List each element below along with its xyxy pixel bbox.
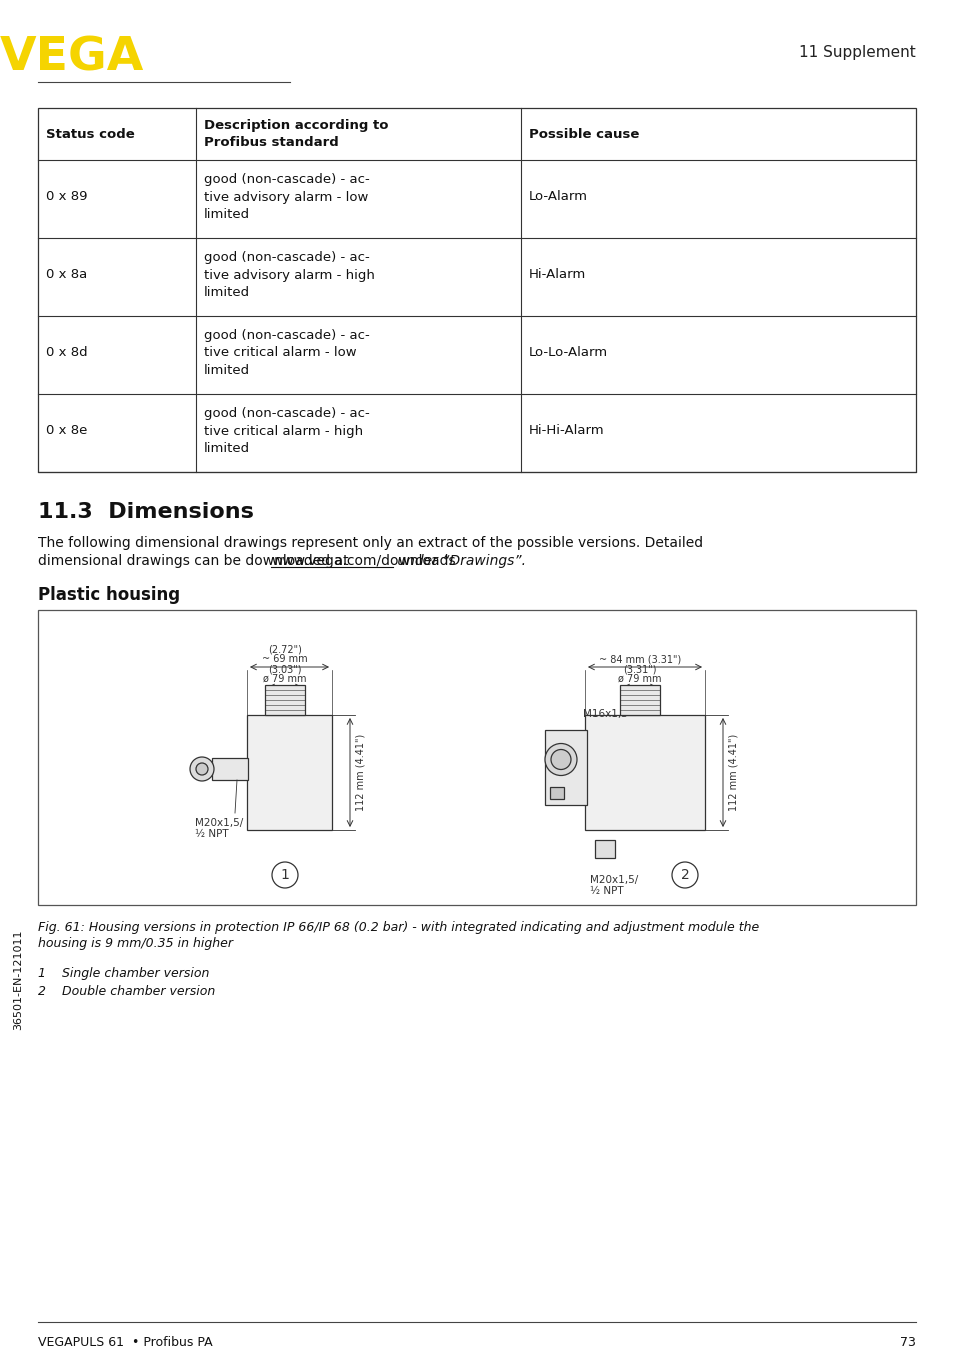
Text: VEGAPULS 61  • Profibus PA: VEGAPULS 61 • Profibus PA [38,1336,213,1349]
Text: 2: 2 [679,868,689,881]
Text: housing is 9 mm/0.35 in higher: housing is 9 mm/0.35 in higher [38,937,233,951]
Text: 1: 1 [280,868,289,881]
Bar [584,715,704,830]
Text: 112 mm (4.41"): 112 mm (4.41") [355,734,366,811]
Text: Description according to
Profibus standard: Description according to Profibus standa… [204,119,388,149]
Circle shape [195,764,208,774]
Text: Possible cause: Possible cause [528,127,639,141]
Text: 2    Double chamber version: 2 Double chamber version [38,984,215,998]
Bar [550,787,563,799]
Circle shape [272,862,297,888]
Text: ½ NPT: ½ NPT [194,829,229,839]
Text: good (non-cascade) - ac-
tive critical alarm - low
limited: good (non-cascade) - ac- tive critical a… [204,329,370,376]
Text: M16x1,5: M16x1,5 [582,709,627,719]
Text: (2.72"): (2.72") [268,645,301,655]
Text: 36501-EN-121011: 36501-EN-121011 [13,930,23,1030]
Text: 0 x 8e: 0 x 8e [46,425,88,437]
Text: M20x1,5/: M20x1,5/ [194,818,243,829]
Text: 11 Supplement: 11 Supplement [799,45,915,60]
Circle shape [544,743,577,776]
Bar [38,611,915,904]
Text: 0 x 8a: 0 x 8a [46,268,87,282]
Text: The following dimensional drawings represent only an extract of the possible ver: The following dimensional drawings repre… [38,536,702,550]
Bar [619,685,659,715]
Bar [212,758,248,780]
Text: dimensional drawings can be downloaded at: dimensional drawings can be downloaded a… [38,554,353,567]
Bar [265,685,305,715]
Text: (3.31"): (3.31") [622,665,656,676]
Text: ~ 84 mm (3.31"): ~ 84 mm (3.31") [598,654,680,663]
Circle shape [190,757,213,781]
Circle shape [551,750,571,769]
Text: good (non-cascade) - ac-
tive advisory alarm - low
limited: good (non-cascade) - ac- tive advisory a… [204,173,370,221]
Text: Hi-Alarm: Hi-Alarm [528,268,585,282]
Bar [595,839,615,858]
Text: www.vega.com/downloads: www.vega.com/downloads [271,554,456,567]
Text: ø 79 mm: ø 79 mm [263,674,307,684]
Text: good (non-cascade) - ac-
tive critical alarm - high
limited: good (non-cascade) - ac- tive critical a… [204,408,370,455]
Text: Plastic housing: Plastic housing [38,586,180,604]
Text: ø 79 mm: ø 79 mm [618,674,661,684]
Text: ~ 69 mm: ~ 69 mm [262,654,308,663]
Text: 0 x 8d: 0 x 8d [46,347,88,360]
Bar [544,730,586,806]
Text: 0 x 89: 0 x 89 [46,191,88,203]
Text: (3.03"): (3.03") [268,665,301,676]
Text: Fig. 61: Housing versions in protection IP 66/IP 68 (0.2 bar) - with integrated : Fig. 61: Housing versions in protection … [38,921,759,934]
Circle shape [671,862,698,888]
Text: good (non-cascade) - ac-
tive advisory alarm - high
limited: good (non-cascade) - ac- tive advisory a… [204,252,375,298]
Bar [38,108,915,473]
Text: 11.3  Dimensions: 11.3 Dimensions [38,502,253,523]
Text: 1    Single chamber version: 1 Single chamber version [38,967,209,980]
Text: Lo-Alarm: Lo-Alarm [528,191,587,203]
Bar [247,715,332,830]
Text: Status code: Status code [46,127,134,141]
Text: under “Drawings”.: under “Drawings”. [393,554,526,567]
Text: Lo-Lo-Alarm: Lo-Lo-Alarm [528,347,607,360]
Text: 112 mm (4.41"): 112 mm (4.41") [728,734,739,811]
Text: VEGA: VEGA [0,35,144,80]
Text: M20x1,5/: M20x1,5/ [589,875,638,886]
Text: 73: 73 [900,1336,915,1349]
Text: ½ NPT: ½ NPT [589,886,623,896]
Text: Hi-Hi-Alarm: Hi-Hi-Alarm [528,425,604,437]
